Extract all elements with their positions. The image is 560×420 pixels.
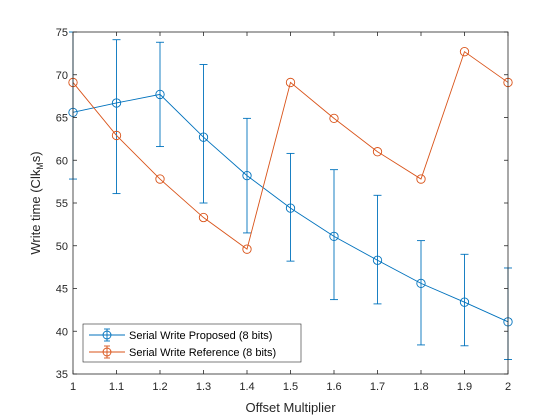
y-tick-label: 60 — [56, 155, 68, 167]
x-tick-label: 1.3 — [196, 381, 211, 393]
x-tick-label: 1.2 — [152, 381, 167, 393]
data-point — [459, 47, 470, 57]
y-tick-label: 45 — [56, 284, 68, 296]
x-tick-label: 1.5 — [283, 381, 298, 393]
legend: Serial Write Proposed (8 bits) Serial Wri… — [82, 323, 302, 363]
y-tick-label: 65 — [56, 113, 68, 125]
data-point — [242, 170, 252, 181]
data-point — [329, 231, 339, 241]
x-tick-label: 1.1 — [109, 381, 124, 393]
legend-label: Serial Write Proposed (8 bits) — [129, 330, 272, 342]
data-point — [155, 174, 165, 184]
data-point — [155, 89, 165, 100]
y-tick-label: 40 — [56, 326, 68, 338]
legend-entry-2: Serial Write Reference (8 bits) — [89, 345, 276, 359]
y-axis: 35 40 45 50 55 60 65 70 75 — [56, 27, 508, 381]
data-point — [329, 113, 339, 124]
data-point — [285, 203, 296, 213]
y-tick-label: 70 — [56, 70, 68, 82]
x-tick-label: 1.9 — [457, 381, 472, 393]
x-tick-label: 1 — [70, 381, 76, 393]
data-point — [198, 212, 209, 223]
y-axis-label-end: s) — [28, 151, 43, 162]
data-point — [372, 147, 383, 157]
y-axis-label-subscript: M — [35, 162, 45, 170]
legend-entry-1: Serial Write Proposed (8 bits) — [89, 328, 272, 342]
series-line — [72, 93, 509, 323]
data-point — [372, 255, 383, 265]
data-point — [198, 132, 209, 142]
data-point — [242, 244, 252, 254]
y-tick-label: 75 — [56, 27, 68, 39]
y-tick-label: 55 — [56, 198, 68, 210]
x-tick-label: 1.7 — [370, 381, 385, 393]
data-point — [111, 130, 122, 141]
series-1 — [68, 31, 513, 360]
x-axis: 1 1.1 1.2 1.3 1.4 1.5 1.6 1.7 1.8 1.9 2 — [70, 32, 511, 393]
data-point — [416, 278, 426, 289]
legend-label: Serial Write Reference (8 bits) — [129, 347, 276, 359]
legend-marker — [102, 330, 112, 340]
x-tick-label: 1.4 — [239, 381, 254, 393]
y-tick-label: 50 — [56, 241, 68, 253]
x-tick-label: 1.6 — [326, 381, 341, 393]
x-tick-label: 1.8 — [413, 381, 428, 393]
x-tick-label: 2 — [505, 381, 511, 393]
legend-box — [82, 323, 302, 363]
y-axis-label: Write time (ClkMs) — [28, 151, 45, 254]
legend-marker — [102, 347, 112, 357]
x-axis-label: Offset Multiplier — [245, 400, 336, 415]
y-tick-label: 35 — [56, 369, 68, 381]
series-layer — [68, 31, 513, 360]
series-line — [72, 50, 509, 250]
data-point — [285, 77, 296, 88]
y-axis-label-main: Write time (Clk — [28, 169, 43, 254]
data-point — [459, 297, 470, 307]
data-point — [111, 98, 122, 108]
data-point — [416, 174, 426, 184]
